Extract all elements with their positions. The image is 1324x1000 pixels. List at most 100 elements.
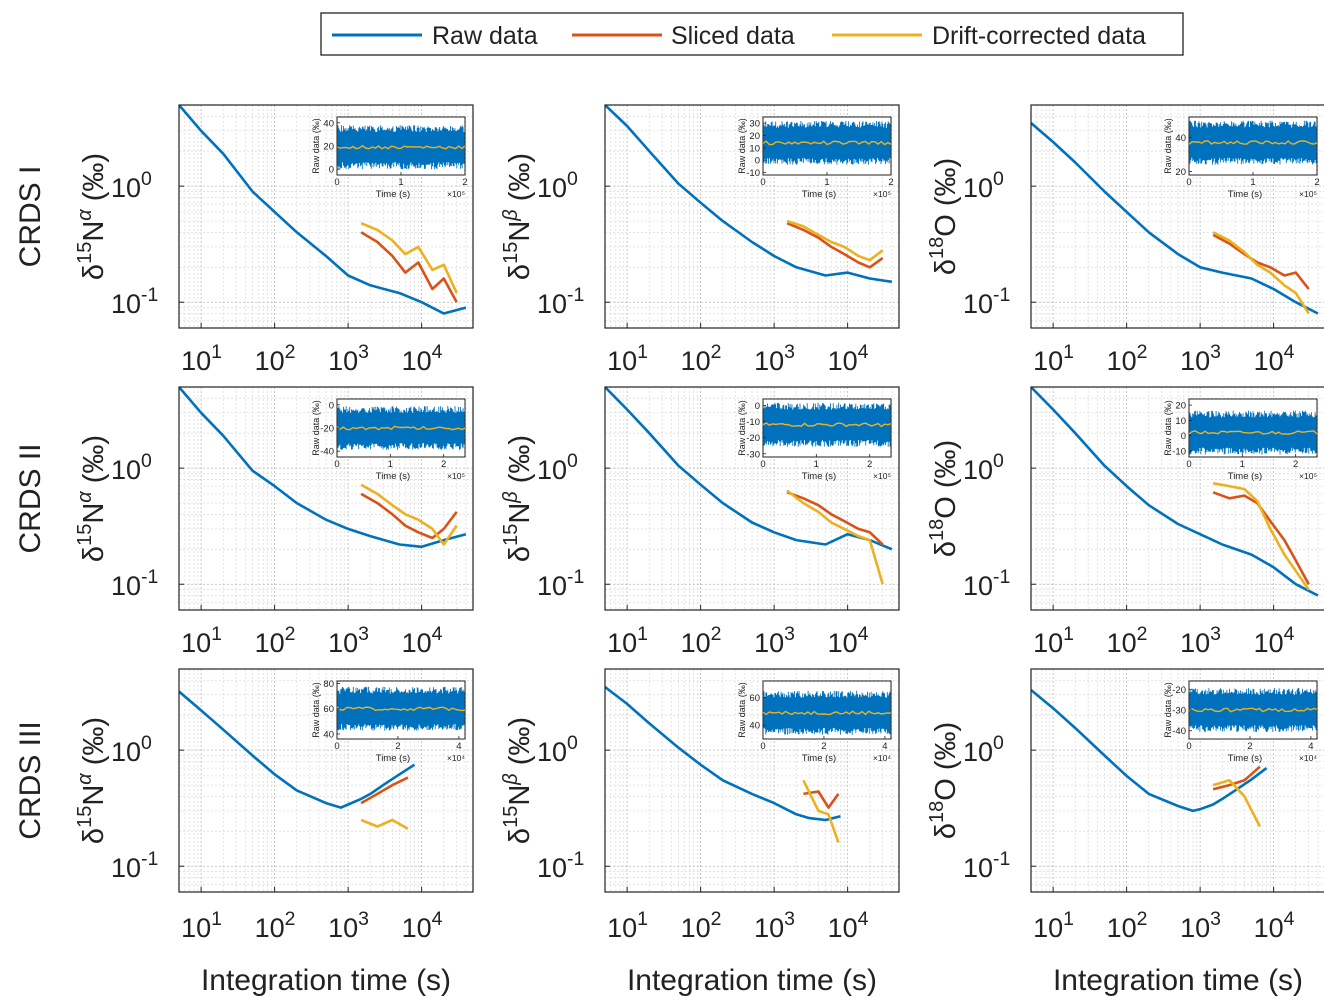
- x-tick-label: 102: [1107, 908, 1148, 943]
- inset-x-label: Time (s): [802, 753, 836, 764]
- drift-corrected-line: [786, 219, 884, 262]
- x-tick-label-base: 10: [402, 628, 432, 658]
- x-tick-label: 103: [328, 908, 369, 943]
- y-tick-label-exp: 0: [993, 168, 1004, 190]
- inset-y-tick-label: 0: [329, 165, 334, 176]
- x-tick-label: 101: [607, 908, 648, 943]
- y-tick-label-base: 10: [963, 571, 993, 601]
- ylabel-delta: δ: [504, 264, 536, 280]
- x-tick-label-exp: 4: [1284, 623, 1295, 645]
- y-axis-label: δ15Nα (‰): [74, 435, 110, 562]
- sliced-data-line: [786, 221, 884, 269]
- inset-y-label: Raw data (‰): [1163, 400, 1173, 456]
- x-tick-label: 101: [181, 908, 222, 943]
- sliced-data-line: [360, 492, 458, 540]
- legend-label: Sliced data: [671, 22, 795, 50]
- y-tick-label: 10-1: [111, 848, 158, 883]
- x-tick-label-exp: 1: [1063, 908, 1074, 930]
- inset-y-tick-label: 60: [323, 704, 334, 715]
- inset-x-tick-label: 2: [395, 741, 400, 752]
- x-tick-label-exp: 3: [1210, 341, 1221, 363]
- series-group: [179, 105, 467, 315]
- x-tick-label-base: 10: [1033, 346, 1063, 376]
- x-tick-label-base: 10: [1107, 346, 1137, 376]
- plot-frame: [604, 668, 900, 893]
- sliced-data-line: [1212, 233, 1310, 290]
- x-tick-label: 102: [681, 908, 722, 943]
- legend: Raw data Sliced data Drift-corrected data: [320, 12, 1184, 56]
- inset-y-tick-label: -30: [746, 449, 760, 460]
- inset-y-label: Raw data (‰): [1163, 682, 1173, 738]
- inset-x-multiplier: ×10⁵: [1299, 471, 1317, 481]
- inset-x-tick-label: 2: [1293, 459, 1298, 470]
- inset-y-tick-label: -40: [320, 447, 334, 458]
- x-tick-label-exp: 3: [358, 908, 369, 930]
- inset-mean-line: [763, 710, 891, 716]
- x-tick-label-base: 10: [754, 346, 784, 376]
- ylabel-sup2: α: [74, 209, 96, 221]
- series-group: [605, 685, 841, 843]
- x-tick-label-base: 10: [607, 913, 637, 943]
- x-tick-label-base: 10: [1254, 346, 1284, 376]
- ylabel-sup2: β: [500, 773, 522, 785]
- y-tick-label: 100: [537, 168, 578, 203]
- x-tick-label-base: 10: [181, 628, 211, 658]
- sliced-data-line: [360, 776, 409, 805]
- x-tick-label-exp: 1: [637, 341, 648, 363]
- y-tick-label-exp: -1: [993, 848, 1010, 870]
- plot-frame: [178, 104, 474, 329]
- row-label: CRDS II: [14, 443, 47, 553]
- y-tick-label-base: 10: [111, 853, 141, 883]
- x-tick-label-exp: 4: [432, 341, 443, 363]
- y-tick-label: 100: [537, 450, 578, 485]
- inset-y-tick-label: -20: [320, 424, 334, 435]
- inset-x-tick-label: 0: [334, 177, 339, 188]
- inset: 80 60 400 2 4 Time (s) ×10⁴ Raw data (‰): [311, 679, 466, 764]
- x-tick-label-exp: 1: [1063, 341, 1074, 363]
- x-tick-label: 104: [828, 623, 869, 658]
- inset-y-tick-label: -10: [746, 417, 760, 428]
- inset-y-tick-label: 40: [323, 729, 334, 740]
- inset-y-tick-label: 0: [1181, 431, 1186, 442]
- ylabel-main: N: [78, 221, 110, 242]
- y-tick-label-exp: -1: [141, 848, 158, 870]
- ylabel-sup2: β: [500, 491, 522, 503]
- inset-x-tick-label: 0: [1186, 459, 1191, 470]
- y-axis-label: δ18O (‰): [926, 722, 962, 839]
- inset-x-multiplier: ×10⁵: [1299, 189, 1317, 199]
- x-tick-label: 102: [1107, 623, 1148, 658]
- ylabel-delta: δ: [78, 828, 110, 844]
- x-tick-label-exp: 4: [432, 908, 443, 930]
- y-tick-label-exp: -1: [567, 284, 584, 306]
- inset-y-tick-label: 0: [755, 156, 760, 167]
- x-tick-label: 101: [607, 341, 648, 376]
- x-tick-label-exp: 2: [1137, 908, 1148, 930]
- inset-y-tick-label: 20: [749, 131, 760, 142]
- series-group: [1031, 688, 1268, 828]
- ylabel-delta: δ: [78, 264, 110, 280]
- x-tick-label: 103: [754, 341, 795, 376]
- x-tick-label: 103: [328, 341, 369, 376]
- raw-data-line: [1031, 122, 1319, 315]
- plot-frame: [604, 104, 900, 329]
- series-group: [1031, 122, 1319, 315]
- ylabel-unit: (‰): [504, 153, 536, 209]
- drift-corrected-line: [1212, 778, 1262, 828]
- ylabel-main: N: [78, 503, 110, 524]
- inset-y-tick-label: 0: [329, 400, 334, 411]
- inset-x-label: Time (s): [802, 471, 836, 482]
- inset-x-multiplier: ×10⁴: [447, 753, 465, 763]
- y-tick-label-base: 10: [963, 737, 993, 767]
- y-tick-label-exp: 0: [141, 732, 152, 754]
- y-tick-label-base: 10: [537, 571, 567, 601]
- y-tick-label-exp: 0: [993, 450, 1004, 472]
- y-tick-label-exp: 0: [141, 168, 152, 190]
- x-tick-label: 103: [1180, 908, 1221, 943]
- inset-y-tick-label: 60: [749, 693, 760, 704]
